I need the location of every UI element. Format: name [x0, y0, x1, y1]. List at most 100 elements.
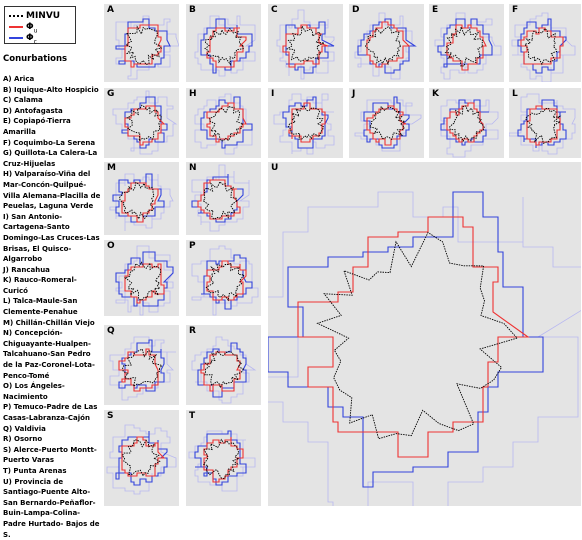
panel-letter: Q [107, 326, 115, 336]
list-item: B) Iquique-Alto Hospicio [3, 85, 99, 94]
map-panel-u: U [268, 162, 581, 506]
phi-u-boundary [121, 182, 159, 223]
map-outlines [276, 9, 335, 80]
panel-letter: N [189, 163, 197, 173]
phi-u-boundary [297, 216, 530, 458]
map-panel-h: H [186, 88, 261, 158]
map-panel-j: J [349, 88, 424, 158]
map-panel-k: K [429, 88, 504, 158]
legend: MINVU Φu Φc [4, 6, 76, 45]
map-panel-t: T [186, 410, 261, 506]
map-panel-m: M [104, 162, 179, 235]
map-panel-e: E [429, 4, 504, 82]
minvu-boundary [121, 439, 161, 477]
list-item: Q) Valdivia [3, 424, 46, 433]
phi-c-boundary [191, 174, 244, 223]
phi-c-boundary [201, 254, 253, 310]
minvu-boundary [124, 261, 162, 302]
list-item: S) Alerce-Puerto Montt-Puerto Varas [3, 445, 97, 465]
list-item: U) Provincia de Santiago-Puente Alto-San… [3, 477, 100, 539]
panel-letter: L [512, 89, 518, 99]
panel-letter: G [107, 89, 115, 99]
map-panel-q: Q [104, 325, 179, 405]
map-outlines [191, 245, 259, 316]
phi-c-line-swatch [9, 37, 23, 39]
phi-c-boundary [517, 99, 567, 148]
map-outlines [112, 90, 178, 155]
phi-u-boundary [282, 24, 329, 68]
map-panel-f: F [509, 4, 581, 82]
map-panel-r: R [186, 325, 261, 405]
phi-c-boundary [115, 251, 174, 307]
phi-c-boundary [194, 430, 247, 486]
phi-u-boundary [366, 105, 407, 146]
minvu-boundary [368, 105, 406, 141]
phi-u-boundary [288, 102, 326, 143]
map-outlines [194, 15, 256, 77]
list-item: C) Calama [3, 96, 43, 105]
map-outlines [191, 164, 250, 232]
map-outlines [115, 245, 174, 316]
panel-letter: F [512, 5, 519, 15]
phi-c-boundary [437, 18, 493, 68]
list-item: K) Rauco-Romeral-Curicó [3, 276, 77, 295]
map-outlines [194, 93, 253, 155]
phi-u-boundary [203, 437, 244, 483]
phi-c-boundary [121, 96, 168, 149]
phi-c-faint-boundary [191, 336, 257, 404]
phi-u-boundary [124, 263, 165, 304]
phi-c-faint-boundary [112, 90, 178, 155]
map-outlines [191, 336, 257, 404]
map-panel-c: C [268, 4, 343, 82]
map-panel-n: N [186, 162, 261, 235]
phi-c-boundary [197, 342, 247, 398]
phi-c-boundary [115, 18, 171, 68]
panel-letter: U [271, 163, 279, 173]
minvu-boundary [126, 104, 162, 142]
minvu-boundary [202, 181, 238, 220]
phi-u-boundary [520, 27, 564, 65]
map-outlines [440, 99, 499, 158]
minvu-boundary [524, 28, 558, 66]
map-outlines [509, 93, 576, 155]
legend-item-phi-c: Φc [9, 32, 37, 45]
phi-u-boundary [206, 102, 247, 143]
phi-u-line-swatch [9, 26, 23, 28]
minvu-boundary [122, 348, 163, 388]
phi-u-boundary [124, 24, 162, 68]
minvu-boundary [204, 350, 244, 389]
map-panel-a: A [104, 4, 179, 82]
list-item: M) Chillán-Chillán Viejo [3, 318, 95, 327]
legend-item-phi-u: Φu [9, 21, 37, 34]
map-outlines [268, 191, 581, 506]
map-panel-g: G [104, 88, 179, 158]
minvu-boundary [287, 105, 324, 140]
panel-letter: B [189, 5, 196, 15]
list-item: E) Copiapó-Tierra Amarilla [3, 117, 71, 136]
phi-c-boundary [112, 173, 165, 223]
phi-c-faint-boundary [191, 245, 259, 316]
minvu-boundary [525, 107, 562, 144]
phi-u-boundary [118, 348, 159, 392]
map-outlines [354, 12, 417, 80]
phi-u-boundary [197, 179, 241, 220]
list-item: L) Talca-Maule-San Clemente-Penahue [3, 297, 78, 317]
phi-c-faint-boundary [109, 173, 174, 231]
panel-letter: I [271, 89, 275, 99]
conurbations-title: Conurbations [3, 54, 68, 64]
panel-letter: T [189, 411, 196, 421]
panel-letter: O [107, 241, 115, 251]
phi-u-boundary [200, 351, 241, 392]
list-item: F) Coquimbo-La Serena [3, 138, 96, 147]
panel-letter: P [189, 241, 196, 251]
legend-item-minvu: MINVU [9, 10, 60, 22]
panel-letter: C [271, 5, 278, 15]
map-outlines [273, 93, 335, 155]
phi-c-boundary [268, 191, 544, 488]
list-item: H) Valparaíso-Viña del Mar-Concón-Quilpu… [3, 170, 101, 211]
phi-u-boundary [446, 102, 484, 143]
list-item: I) San Antonio-Cartagena-Santo Domingo-L… [3, 212, 100, 264]
list-item: D) Antofagasta [3, 106, 63, 115]
phi-c-boundary [517, 18, 567, 74]
phi-c-boundary [357, 18, 417, 74]
